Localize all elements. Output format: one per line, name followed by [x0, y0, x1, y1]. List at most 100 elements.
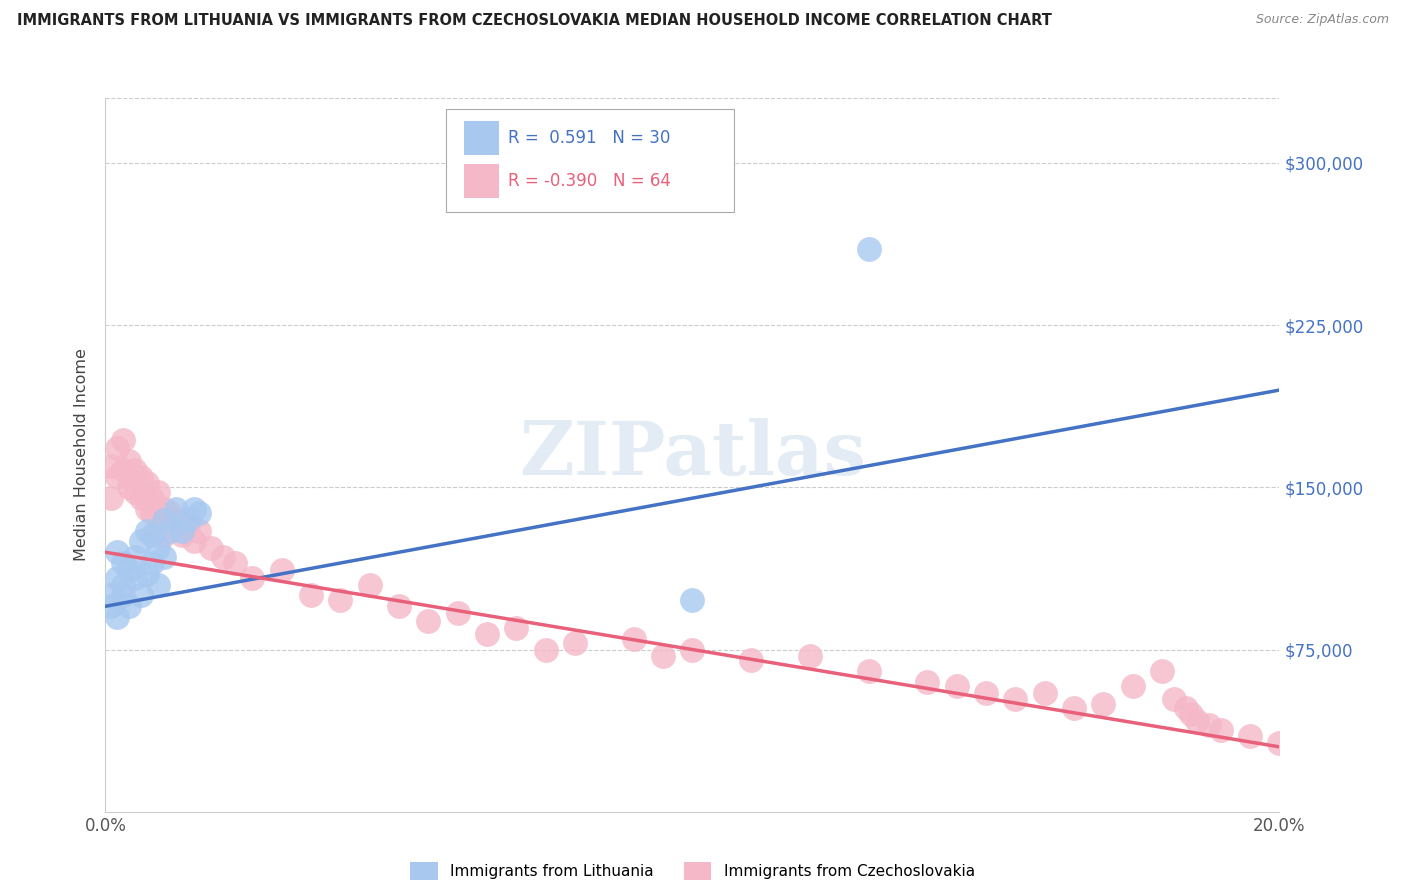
Point [135, 502, 157, 516]
Point [188, 506, 211, 520]
Point [148, 541, 170, 555]
Point [446, 606, 468, 620]
Bar [464, 164, 499, 198]
Point [211, 549, 233, 564]
Y-axis label: Median Household Income: Median Household Income [75, 349, 90, 561]
Point [623, 632, 645, 646]
Legend: Immigrants from Lithuania, Immigrants from Czechoslovakia: Immigrants from Lithuania, Immigrants fr… [404, 856, 981, 886]
Point [100, 458, 122, 473]
Point [475, 627, 498, 641]
Point [105, 442, 128, 456]
Point [682, 642, 704, 657]
Point [105, 571, 128, 585]
Point [534, 642, 557, 657]
Point [165, 513, 187, 527]
Point [1268, 735, 1291, 749]
Point [1063, 701, 1085, 715]
Point [270, 562, 292, 576]
Point [1174, 701, 1197, 715]
Point [153, 502, 176, 516]
Point [299, 589, 322, 603]
Point [176, 513, 198, 527]
Point [740, 653, 762, 667]
Point [141, 528, 163, 542]
Point [1180, 707, 1202, 722]
Point [183, 502, 205, 516]
Point [124, 484, 146, 499]
Point [141, 506, 163, 520]
Point [799, 648, 821, 663]
Point [165, 502, 187, 516]
FancyBboxPatch shape [446, 109, 734, 212]
Point [1004, 692, 1026, 706]
Point [135, 476, 157, 491]
Point [183, 534, 205, 549]
Point [1122, 679, 1144, 693]
Point [100, 599, 122, 614]
Point [124, 571, 146, 585]
Point [505, 621, 527, 635]
Point [124, 549, 146, 564]
Point [170, 524, 193, 538]
Text: R =  0.591   N = 30: R = 0.591 N = 30 [508, 129, 671, 147]
Point [129, 534, 152, 549]
Point [100, 491, 122, 505]
Point [1239, 729, 1261, 743]
Text: IMMIGRANTS FROM LITHUANIA VS IMMIGRANTS FROM CZECHOSLOVAKIA MEDIAN HOUSEHOLD INC: IMMIGRANTS FROM LITHUANIA VS IMMIGRANTS … [17, 13, 1052, 29]
Point [359, 577, 381, 591]
Point [118, 454, 141, 468]
Point [974, 686, 997, 700]
Point [418, 615, 440, 629]
Point [1092, 697, 1115, 711]
Point [112, 589, 135, 603]
Point [858, 664, 880, 678]
Point [188, 524, 211, 538]
Point [1163, 692, 1185, 706]
Point [153, 528, 176, 542]
Point [118, 599, 141, 614]
Point [148, 524, 170, 538]
Point [105, 545, 128, 559]
Point [148, 577, 170, 591]
Point [1150, 664, 1173, 678]
Point [141, 491, 163, 505]
Point [135, 524, 157, 538]
Bar [464, 121, 499, 155]
Point [124, 463, 146, 477]
Point [945, 679, 967, 693]
Point [1209, 723, 1232, 737]
Point [105, 469, 128, 483]
Point [112, 556, 135, 570]
Point [141, 556, 163, 570]
Point [112, 433, 135, 447]
Point [388, 599, 411, 614]
Point [1198, 718, 1220, 732]
Point [153, 549, 176, 564]
Point [112, 577, 135, 591]
Point [100, 589, 122, 603]
Point [170, 528, 193, 542]
Point [564, 636, 586, 650]
Point [129, 491, 152, 505]
Text: R = -0.390   N = 64: R = -0.390 N = 64 [508, 172, 671, 190]
Text: Source: ZipAtlas.com: Source: ZipAtlas.com [1256, 13, 1389, 27]
Point [176, 519, 198, 533]
Point [858, 243, 880, 257]
Point [917, 675, 939, 690]
Point [200, 541, 222, 555]
Point [118, 480, 141, 494]
Point [153, 513, 176, 527]
Point [682, 592, 704, 607]
Point [148, 484, 170, 499]
Point [1187, 714, 1209, 728]
Point [1033, 686, 1056, 700]
Point [129, 469, 152, 483]
Point [224, 556, 246, 570]
Text: ZIPatlas: ZIPatlas [519, 418, 866, 491]
Point [135, 566, 157, 581]
Point [129, 589, 152, 603]
Point [112, 463, 135, 477]
Point [652, 648, 675, 663]
Point [159, 506, 181, 520]
Point [159, 524, 181, 538]
